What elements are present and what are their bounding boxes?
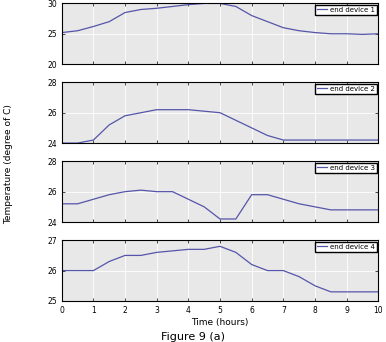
X-axis label: Time (hours): Time (hours) xyxy=(191,318,249,327)
Legend: end device 2: end device 2 xyxy=(315,84,377,94)
Text: Temperature (degree of C): Temperature (degree of C) xyxy=(4,104,13,224)
Text: Figure 9 (a): Figure 9 (a) xyxy=(161,332,225,342)
Legend: end device 4: end device 4 xyxy=(315,242,377,252)
Legend: end device 1: end device 1 xyxy=(315,5,377,15)
Legend: end device 3: end device 3 xyxy=(315,163,377,173)
